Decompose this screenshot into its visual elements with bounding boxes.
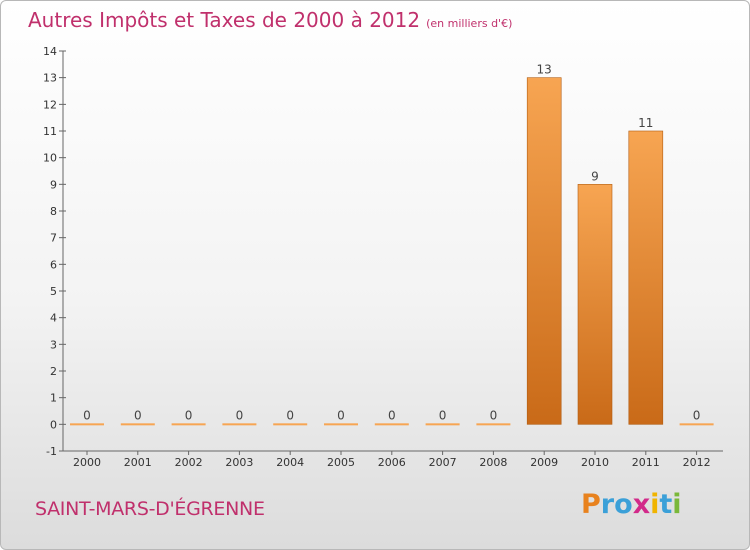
x-tick-label: 2009: [530, 456, 558, 469]
y-tick-label: 12: [43, 98, 57, 111]
x-tick-label: 2005: [327, 456, 355, 469]
y-tick-label: 3: [50, 338, 57, 351]
bar: [476, 423, 511, 426]
logo-letter: i: [650, 489, 660, 520]
bar-value-label: 0: [337, 408, 345, 422]
logo-letter: t: [659, 489, 673, 520]
y-tick-label: 11: [43, 125, 57, 138]
logo-letter: o: [614, 489, 633, 520]
bar: [374, 423, 409, 426]
x-tick-label: 2010: [581, 456, 609, 469]
proxiti-logo[interactable]: Proxiti: [581, 489, 682, 520]
bar: [628, 130, 664, 425]
bar-value-label: 11: [638, 116, 653, 130]
y-tick-label: 4: [50, 312, 57, 325]
y-tick-label: 13: [43, 72, 57, 85]
bar: [679, 423, 714, 426]
logo-letter: r: [600, 489, 615, 520]
bar: [273, 423, 308, 426]
y-tick-label: 8: [50, 205, 57, 218]
bar-value-label: 0: [388, 408, 396, 422]
bar-value-label: 0: [490, 408, 498, 422]
logo-letter: x: [632, 489, 651, 520]
bar-value-label: 9: [591, 169, 599, 183]
bar: [171, 423, 206, 426]
y-tick-label: 7: [50, 232, 57, 245]
bar-value-label: 0: [185, 408, 193, 422]
y-tick-label: 10: [43, 152, 57, 165]
y-tick-label: 0: [50, 418, 57, 431]
x-tick-label: 2011: [632, 456, 660, 469]
y-tick-label: 5: [50, 285, 57, 298]
title-unit: (en milliers d'€): [426, 17, 513, 30]
x-tick-label: 2008: [479, 456, 507, 469]
chart-title: Autres Impôts et Taxes de 2000 à 2012 (en…: [28, 8, 512, 32]
bar: [70, 423, 104, 426]
bar: [577, 184, 613, 425]
y-tick-label: 14: [43, 45, 57, 58]
x-tick-label: 2002: [175, 456, 203, 469]
x-tick-label: 2001: [124, 456, 152, 469]
bar: [526, 77, 562, 425]
logo-letter: i: [672, 489, 682, 520]
x-tick-label: 2004: [276, 456, 304, 469]
y-tick-label: 1: [50, 392, 57, 405]
bar-value-label: 13: [537, 63, 552, 77]
bar: [324, 423, 358, 426]
bar-value-label: 0: [83, 408, 91, 422]
x-tick-label: 2007: [429, 456, 457, 469]
commune-name: SAINT-MARS-D'ÉGRENNE: [35, 498, 265, 520]
y-tick-label: 9: [50, 178, 57, 191]
title-text: Autres Impôts et Taxes de 2000 à 2012: [28, 8, 421, 32]
x-tick-label: 2012: [683, 456, 711, 469]
bar-value-label: 0: [134, 408, 142, 422]
bar: [120, 423, 155, 426]
bar-value-label: 0: [693, 408, 701, 422]
bar: [425, 423, 460, 426]
x-tick-label: 2006: [378, 456, 406, 469]
x-tick-label: 2000: [73, 456, 101, 469]
y-tick-label: -1: [46, 445, 57, 458]
bar-value-label: 0: [236, 408, 244, 422]
logo-letter: P: [581, 489, 601, 520]
bar-value-label: 0: [286, 408, 294, 422]
bars: 0 0 0 0 0 0 0 0 0 13 9 11 0: [70, 63, 714, 426]
y-tick-label: 2: [50, 365, 57, 378]
x-tick-label: 2003: [225, 456, 253, 469]
y-tick-label: 6: [50, 258, 57, 271]
bar-value-label: 0: [439, 408, 447, 422]
bar: [222, 423, 257, 426]
